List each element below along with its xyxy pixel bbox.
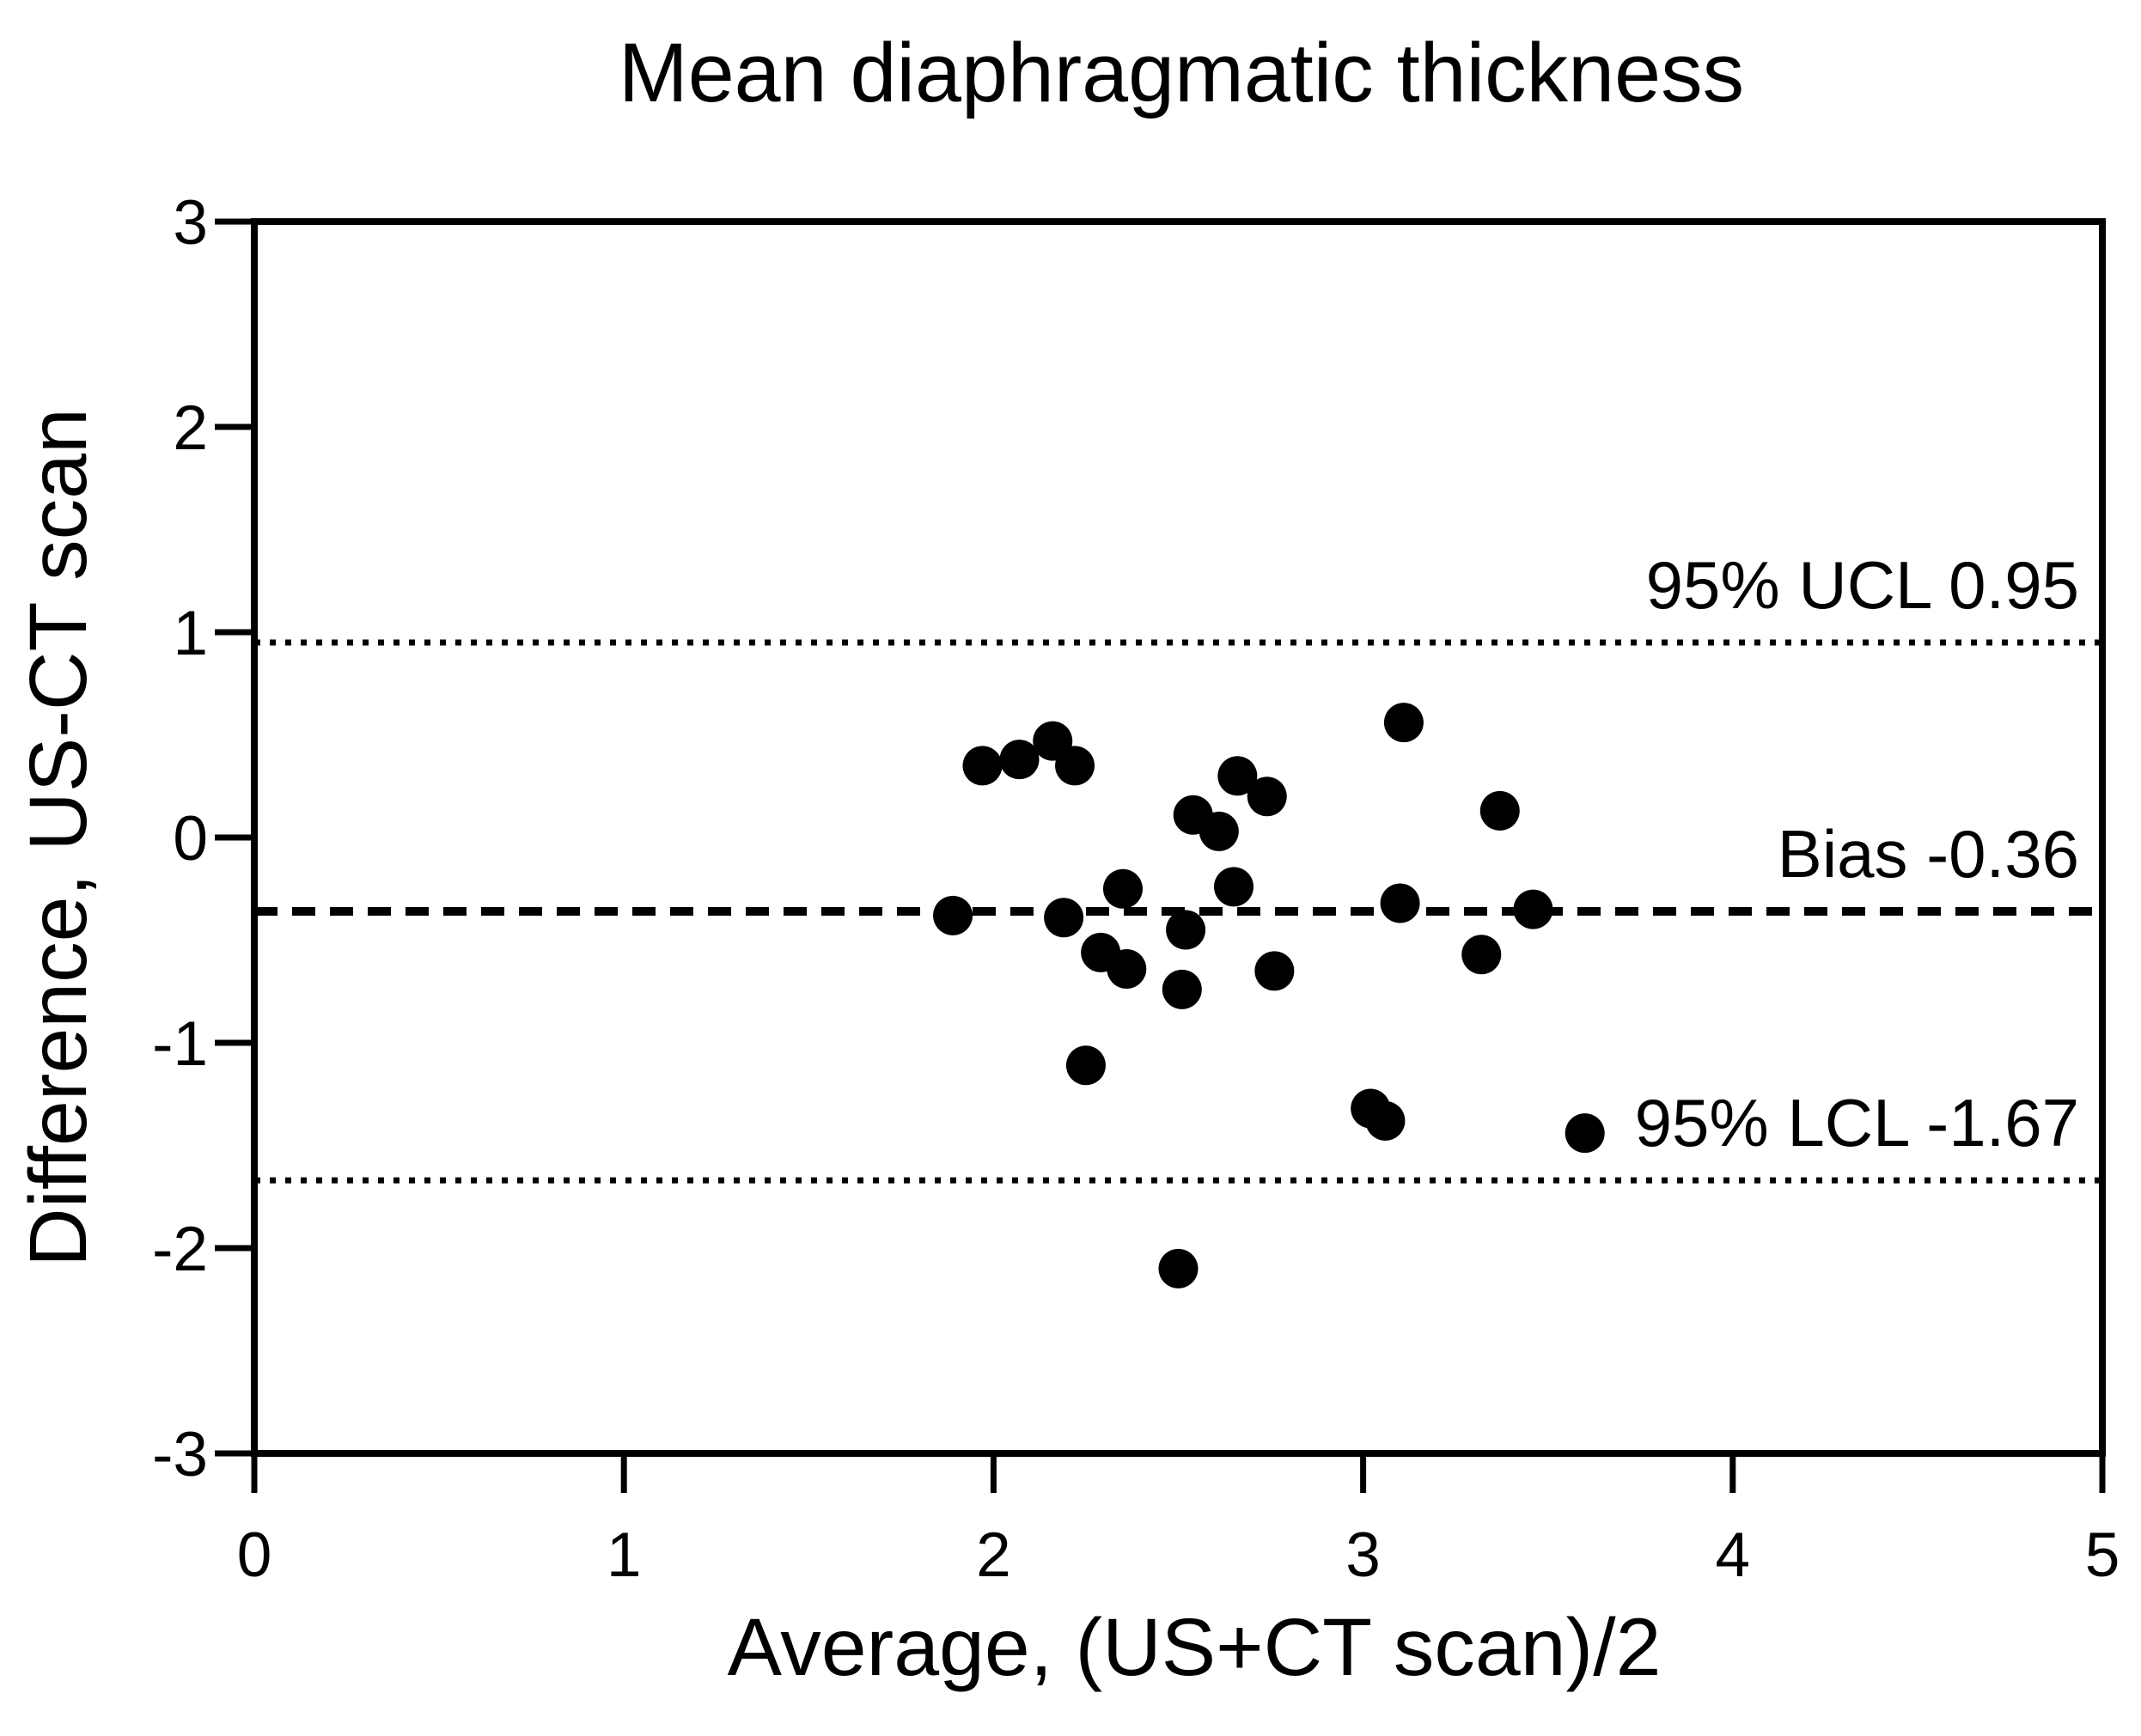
y-tick-label: 1: [173, 599, 208, 668]
y-tick-label: 3: [173, 188, 208, 258]
data-point: [1217, 756, 1258, 796]
data-point: [1162, 969, 1202, 1009]
data-point: [1565, 1113, 1605, 1154]
data-point: [1380, 883, 1420, 923]
plot-frame: [251, 218, 2106, 1457]
data-point: [999, 740, 1040, 780]
data-point: [1055, 746, 1095, 786]
data-point: [1461, 935, 1502, 975]
lcl-label: 95% LCL -1.67: [1635, 1085, 2079, 1160]
data-point: [1107, 948, 1147, 989]
y-tick-label: -1: [152, 1009, 208, 1079]
data-point: [1065, 1045, 1106, 1086]
y-axis-title: Difference, US-CT scan: [13, 408, 104, 1267]
data-point: [1214, 867, 1254, 907]
x-tick-label: 3: [1345, 1520, 1381, 1590]
data-point: [1044, 898, 1084, 938]
data-point: [1383, 703, 1424, 743]
x-tick-label: 2: [976, 1520, 1011, 1590]
ucl-label: 95% UCL 0.95: [1646, 547, 2079, 623]
data-point: [933, 895, 973, 935]
data-point: [1166, 910, 1206, 950]
y-tick-label: -2: [152, 1215, 208, 1284]
data-point: [1513, 889, 1553, 929]
data-point: [1158, 1248, 1199, 1288]
y-tick-label: 2: [173, 393, 208, 463]
data-point: [1247, 777, 1287, 817]
x-tick-label: 0: [237, 1520, 272, 1590]
y-tick-label: -3: [152, 1420, 208, 1489]
data-point: [962, 746, 1003, 786]
x-tick-label: 1: [607, 1520, 642, 1590]
data-point: [1199, 811, 1239, 851]
data-point: [1365, 1100, 1406, 1141]
x-tick-label: 4: [1715, 1520, 1750, 1590]
data-point: [1254, 951, 1295, 991]
data-point: [1102, 868, 1143, 909]
chart-title: Mean diaphragmatic thickness: [619, 26, 1744, 119]
x-tick-label: 5: [2085, 1520, 2120, 1590]
data-point: [1479, 790, 1520, 831]
x-axis-title: Average, (US+CT scan)/2: [728, 1602, 1662, 1693]
bias-label: Bias -0.36: [1778, 816, 2079, 892]
y-tick-label: 0: [173, 804, 208, 874]
plot-layer: 95% UCL 0.95 Bias -0.36 95% LCL -1.67 0 1 2 3 4…: [152, 188, 2120, 1590]
